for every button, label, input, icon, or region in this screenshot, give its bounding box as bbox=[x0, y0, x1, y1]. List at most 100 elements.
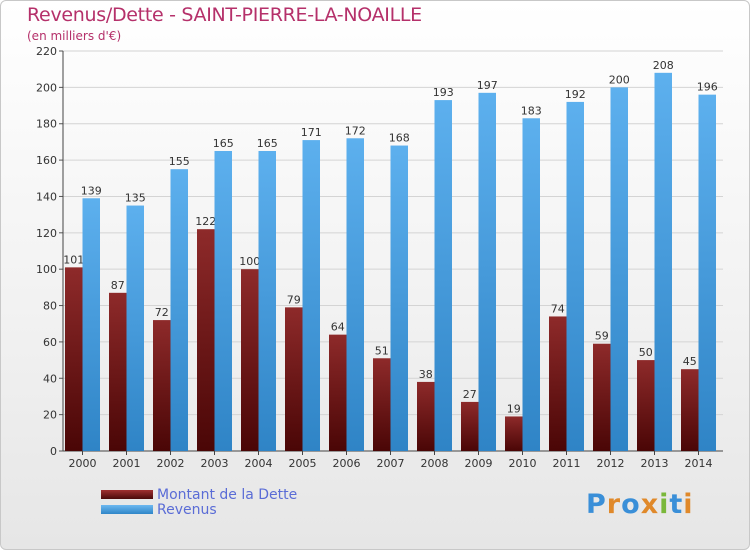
data-label-dette: 122 bbox=[195, 215, 216, 228]
bar-revenus bbox=[654, 72, 672, 452]
legend-label-dette: Montant de la Dette bbox=[157, 486, 298, 503]
bar-dette bbox=[109, 292, 127, 451]
x-tick-label: 2004 bbox=[245, 457, 273, 470]
logo-letter: r bbox=[606, 489, 622, 520]
data-label-revenus: 196 bbox=[697, 81, 718, 94]
legend-label-revenus: Revenus bbox=[157, 501, 217, 518]
bar-revenus bbox=[170, 169, 188, 451]
bar-dette bbox=[197, 229, 215, 451]
bar-revenus bbox=[390, 145, 408, 451]
data-label-revenus: 193 bbox=[433, 86, 454, 99]
data-label-revenus: 183 bbox=[521, 104, 542, 117]
x-tick-label: 2005 bbox=[289, 457, 317, 470]
x-tick-label: 2003 bbox=[201, 457, 229, 470]
bar-revenus bbox=[214, 151, 232, 451]
data-label-dette: 27 bbox=[463, 388, 477, 401]
data-label-revenus: 165 bbox=[213, 137, 234, 150]
data-label-revenus: 208 bbox=[653, 59, 674, 72]
data-label-revenus: 172 bbox=[345, 124, 366, 137]
data-label-revenus: 139 bbox=[81, 184, 102, 197]
bar-revenus bbox=[434, 100, 452, 451]
y-tick-label: 200 bbox=[36, 81, 57, 94]
y-tick-label: 140 bbox=[36, 190, 57, 203]
logo-letter: P bbox=[586, 489, 607, 520]
bar-dette bbox=[681, 369, 699, 451]
bar-revenus bbox=[258, 151, 276, 451]
y-tick-label: 80 bbox=[43, 300, 57, 313]
bar-revenus bbox=[522, 118, 540, 451]
data-label-revenus: 192 bbox=[565, 88, 586, 101]
bar-revenus bbox=[346, 138, 364, 452]
data-label-dette: 100 bbox=[239, 255, 260, 268]
data-label-revenus: 165 bbox=[257, 137, 278, 150]
bar-dette bbox=[417, 381, 435, 451]
y-tick-label: 120 bbox=[36, 227, 57, 240]
y-tick-label: 40 bbox=[43, 372, 57, 385]
logo-letter: t bbox=[669, 489, 684, 520]
logo-letter: i bbox=[659, 489, 670, 520]
data-label-dette: 45 bbox=[683, 355, 697, 368]
x-tick-label: 2009 bbox=[465, 457, 493, 470]
bar-revenus bbox=[698, 94, 716, 452]
data-label-dette: 72 bbox=[155, 306, 169, 319]
bar-revenus bbox=[610, 87, 628, 451]
logo-letter: o bbox=[621, 489, 641, 520]
legend: Montant de la Dette Revenus bbox=[101, 486, 298, 518]
data-label-dette: 19 bbox=[507, 402, 521, 415]
bar-dette bbox=[549, 316, 567, 451]
legend-swatch-revenus bbox=[101, 505, 153, 514]
bar-dette bbox=[329, 334, 347, 451]
bar-dette bbox=[505, 416, 523, 451]
data-label-dette: 74 bbox=[551, 302, 565, 315]
logo-letter: x bbox=[640, 489, 660, 520]
legend-swatch-dette bbox=[101, 490, 153, 499]
data-label-dette: 50 bbox=[639, 346, 653, 359]
bar-revenus bbox=[478, 92, 496, 452]
data-label-revenus: 171 bbox=[301, 126, 322, 139]
bar-dette bbox=[637, 360, 655, 451]
y-tick-label: 60 bbox=[43, 336, 57, 349]
y-tick-label: 20 bbox=[43, 409, 57, 422]
x-tick-label: 2006 bbox=[333, 457, 361, 470]
x-tick-label: 2013 bbox=[641, 457, 669, 470]
x-tick-label: 2007 bbox=[377, 457, 405, 470]
data-label-dette: 101 bbox=[63, 253, 84, 266]
bar-dette bbox=[373, 358, 391, 451]
bar-dette bbox=[593, 343, 611, 451]
y-tick-label: 100 bbox=[36, 263, 57, 276]
bar-revenus bbox=[82, 198, 100, 451]
data-label-revenus: 155 bbox=[169, 155, 190, 168]
data-label-revenus: 200 bbox=[609, 73, 630, 86]
bar-dette bbox=[241, 269, 259, 451]
data-label-revenus: 197 bbox=[477, 79, 498, 92]
data-label-dette: 79 bbox=[287, 293, 301, 306]
data-label-dette: 87 bbox=[111, 279, 125, 292]
chart-subtitle: (en milliers d'€) bbox=[27, 29, 122, 43]
legend-item-dette: Montant de la Dette bbox=[101, 486, 298, 503]
x-tick-label: 2010 bbox=[509, 457, 537, 470]
legend-item-revenus: Revenus bbox=[101, 501, 297, 518]
logo-letter: i bbox=[683, 489, 694, 520]
x-tick-label: 2014 bbox=[685, 457, 713, 470]
x-tick-label: 2008 bbox=[421, 457, 449, 470]
y-tick-label: 0 bbox=[50, 445, 57, 458]
data-label-dette: 51 bbox=[375, 344, 389, 357]
y-tick-label: 220 bbox=[36, 45, 57, 58]
bar-revenus bbox=[126, 205, 144, 451]
bar-revenus bbox=[566, 101, 584, 451]
x-tick-label: 2002 bbox=[157, 457, 185, 470]
data-label-revenus: 168 bbox=[389, 132, 410, 145]
bar-dette bbox=[65, 267, 83, 451]
proxiti-logo: Proxiti bbox=[586, 489, 694, 520]
bar-dette bbox=[285, 307, 303, 451]
data-label-dette: 59 bbox=[595, 330, 609, 343]
y-tick-label: 180 bbox=[36, 118, 57, 131]
logo-text: Proxiti bbox=[586, 489, 694, 520]
x-tick-label: 2011 bbox=[553, 457, 581, 470]
bar-dette bbox=[153, 320, 171, 451]
bar-revenus bbox=[302, 140, 320, 451]
x-tick-label: 2001 bbox=[113, 457, 141, 470]
x-tick-label: 2012 bbox=[597, 457, 625, 470]
